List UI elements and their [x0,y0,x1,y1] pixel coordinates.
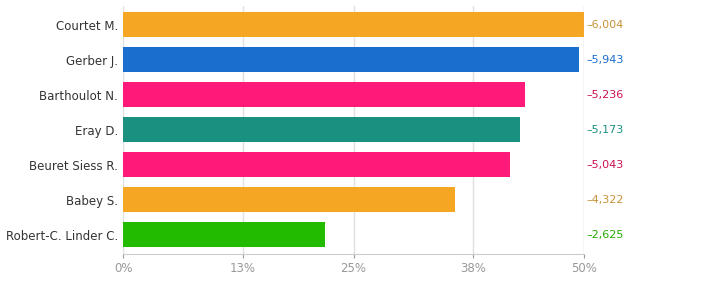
Bar [123,12,584,37]
Bar [123,187,455,212]
Bar [123,222,324,248]
Text: –5,043: –5,043 [586,160,624,170]
Text: –2,625: –2,625 [586,230,624,240]
Text: –6,004: –6,004 [586,20,624,30]
Text: –5,236: –5,236 [586,90,624,100]
Text: –4,322: –4,322 [586,195,624,205]
Text: –5,173: –5,173 [586,125,624,135]
Bar [123,82,525,107]
Bar [123,152,510,177]
Text: –5,943: –5,943 [586,55,624,65]
Bar [123,117,520,142]
Bar [123,47,579,72]
